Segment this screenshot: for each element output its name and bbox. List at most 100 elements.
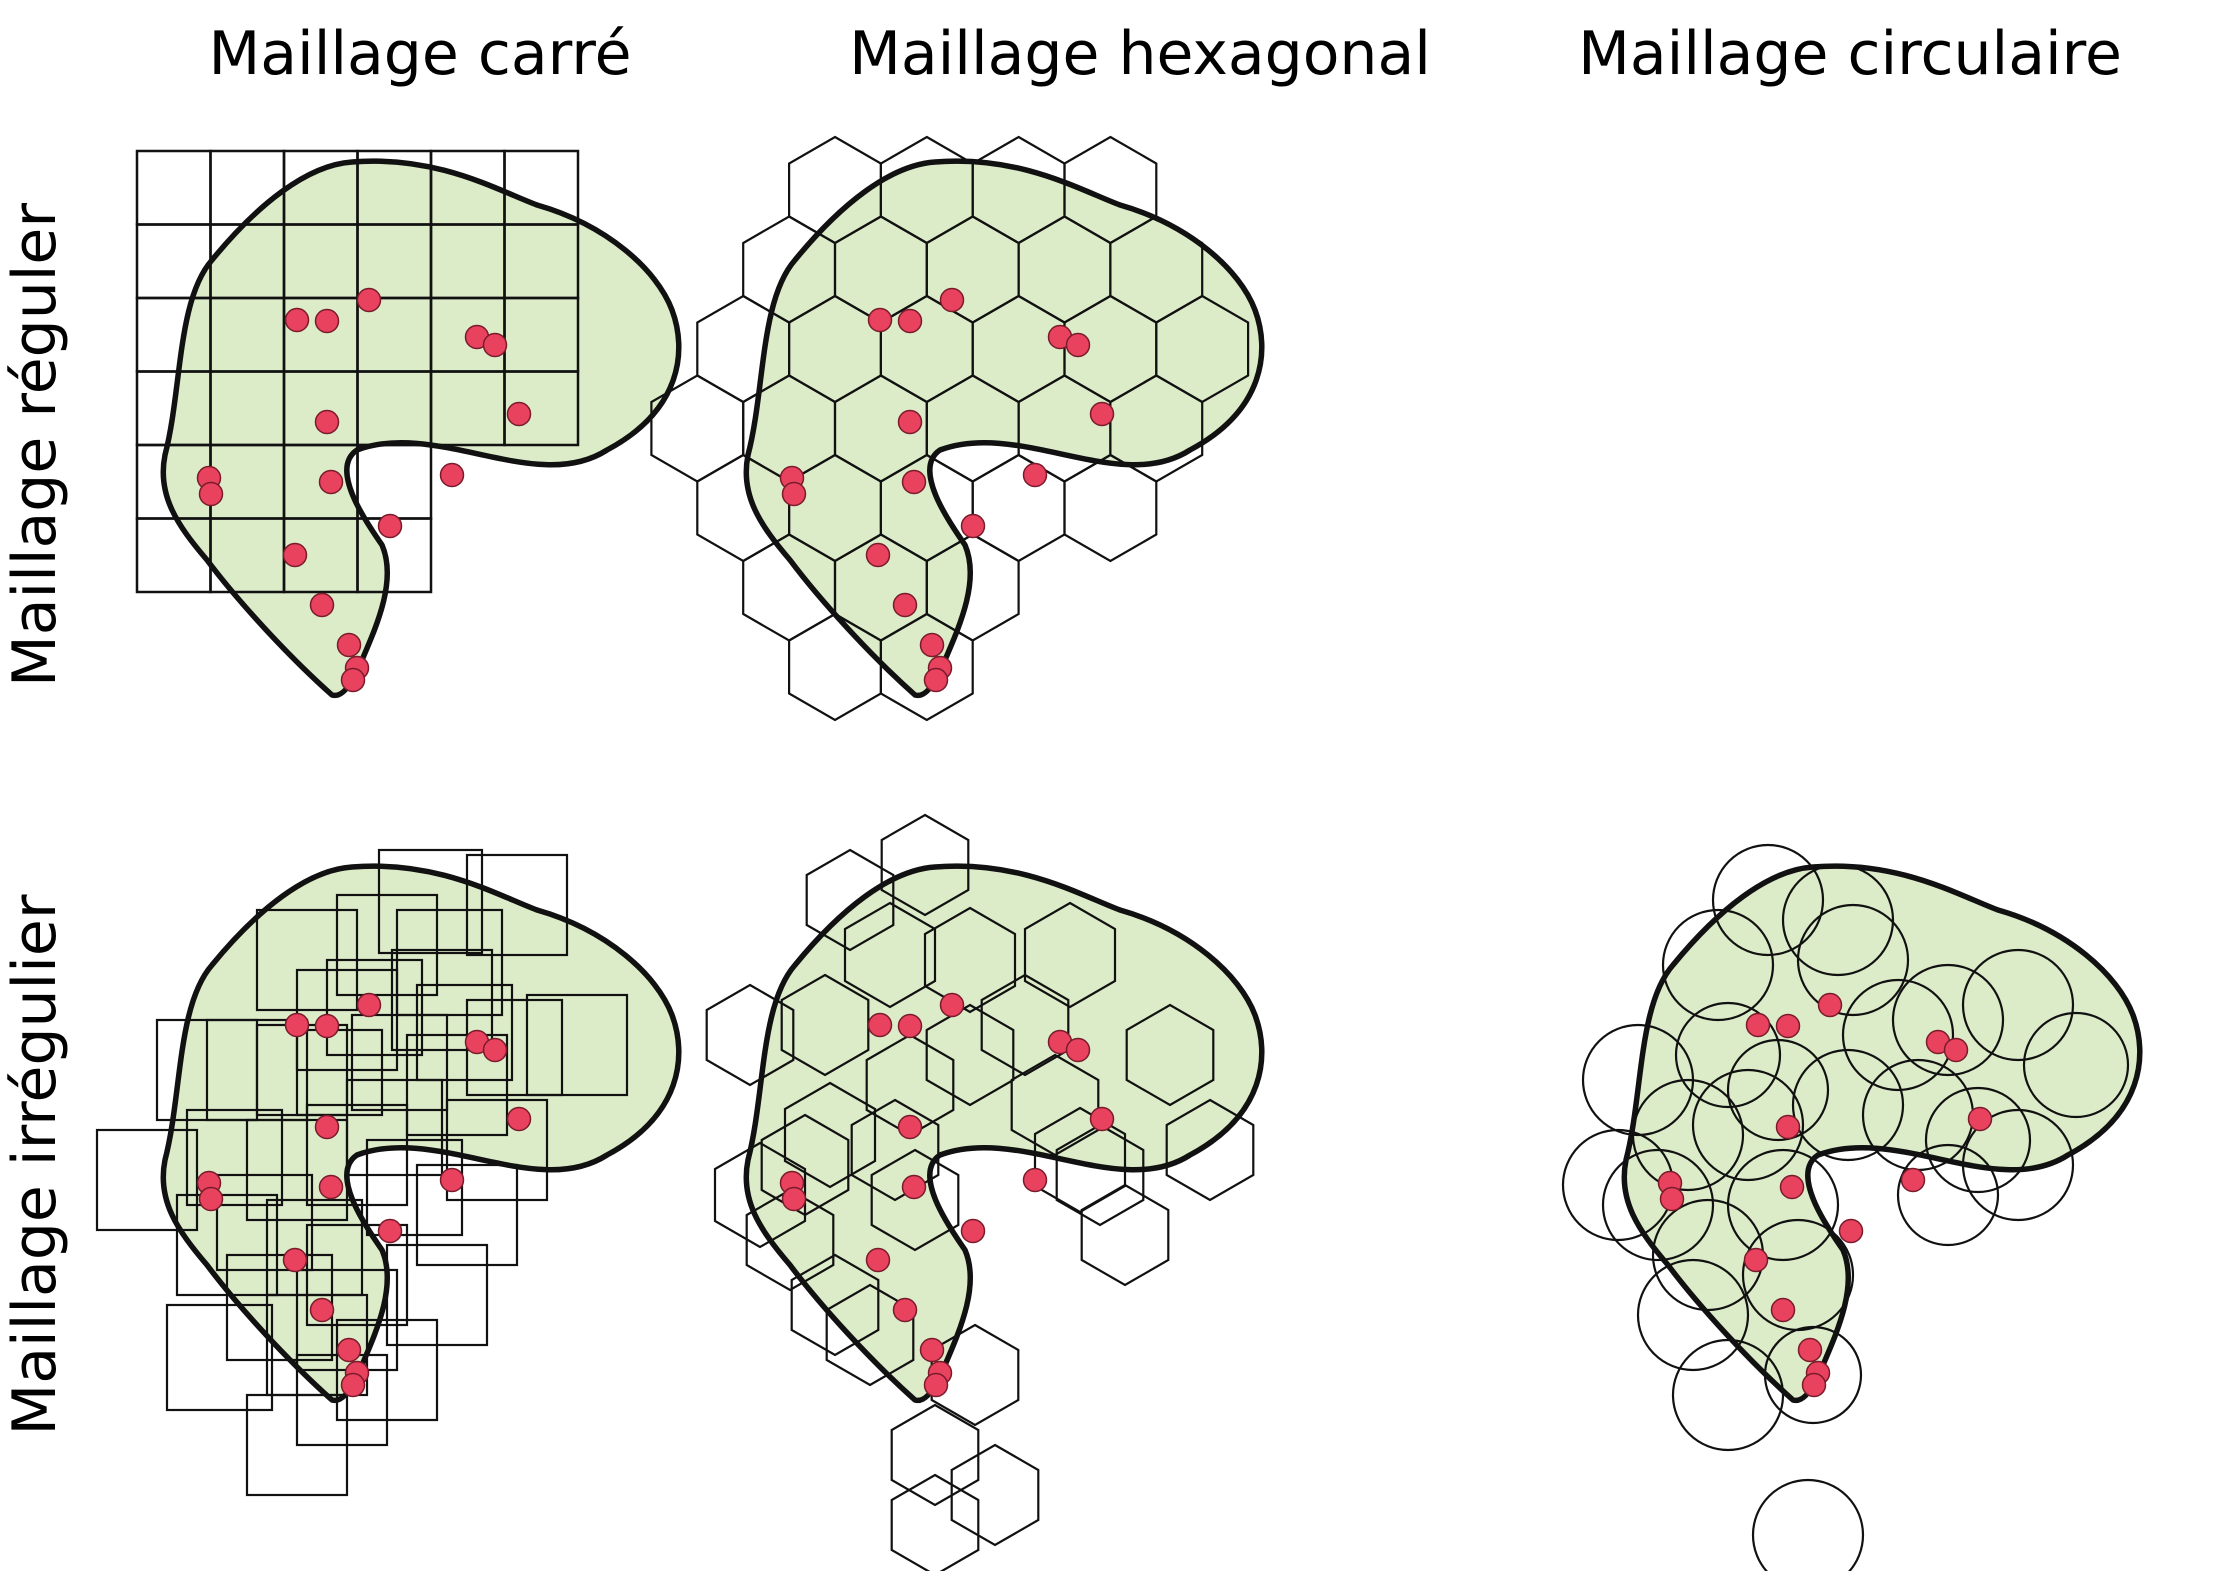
region-outline — [743, 158, 1265, 699]
grid-circle — [1671, 1338, 1785, 1452]
data-point — [1943, 1037, 1969, 1063]
grid-square — [415, 983, 514, 1082]
panel-irregular-hexagonal — [705, 813, 1265, 1571]
data-point — [282, 542, 308, 568]
data-point — [939, 992, 965, 1018]
data-point — [897, 308, 923, 334]
region-outline — [1621, 863, 2143, 1404]
data-point — [865, 542, 891, 568]
data-point — [1779, 1174, 1805, 1200]
grid-hexagon — [923, 906, 1017, 1014]
data-point — [482, 332, 508, 358]
grid-circle — [1961, 948, 2075, 1062]
column-label-circular: Maillage circulaire — [1578, 19, 2122, 89]
data-point — [482, 1037, 508, 1063]
grid-hexagon — [1125, 1003, 1215, 1107]
grid-square — [245, 1393, 349, 1497]
data-point — [318, 469, 344, 495]
data-point — [901, 1174, 927, 1200]
grid-circle — [1751, 1478, 1865, 1571]
data-point — [282, 1247, 308, 1273]
grid-hexagon — [1165, 1098, 1255, 1202]
grid-hexagon — [745, 1188, 835, 1292]
data-point — [340, 667, 366, 693]
data-point — [198, 481, 224, 507]
data-point — [781, 1186, 807, 1212]
data-point — [356, 287, 382, 313]
grid-square — [415, 1163, 519, 1267]
panel-irregular-square — [95, 848, 682, 1497]
data-point — [867, 307, 893, 333]
data-point — [939, 287, 965, 313]
grid-hexagon — [1055, 1123, 1145, 1227]
data-point — [314, 1013, 340, 1039]
data-point — [284, 1012, 310, 1038]
data-point — [356, 992, 382, 1018]
data-point — [309, 1297, 335, 1323]
data-point — [309, 592, 335, 618]
data-point — [314, 308, 340, 334]
data-point — [1745, 1012, 1771, 1038]
data-point — [336, 1337, 362, 1363]
grid-circle — [1924, 1086, 2032, 1194]
grid-hexagon — [870, 1148, 960, 1252]
grid-square — [185, 1108, 284, 1207]
grid-square — [305, 1223, 409, 1327]
data-point — [314, 1114, 340, 1140]
grid-circle — [1791, 1048, 1905, 1162]
grid-circle — [2022, 1011, 2130, 1119]
hexagon-grid — [650, 135, 1250, 722]
data-point — [1775, 1114, 1801, 1140]
square-grid — [135, 149, 580, 594]
grid-circle — [1601, 1148, 1715, 1262]
grid-hexagon — [805, 848, 895, 952]
data-point — [901, 469, 927, 495]
column-label-square: Maillage carré — [208, 19, 632, 89]
grid-square — [295, 1028, 384, 1117]
grid-square — [215, 1173, 314, 1272]
data-point — [1659, 1186, 1685, 1212]
grid-hexagon — [850, 1098, 940, 1202]
grid-square — [365, 1138, 464, 1237]
grid-square — [335, 893, 439, 997]
data-point — [923, 667, 949, 693]
grid-square — [525, 993, 629, 1097]
region-outline — [160, 158, 682, 699]
grid-square — [350, 1013, 449, 1112]
grid-hexagon — [980, 973, 1070, 1077]
grid-hexagon — [705, 983, 795, 1087]
grid-hexagon — [890, 1473, 980, 1571]
grid-hexagon — [925, 1003, 1015, 1107]
grid-circle — [1581, 1023, 1695, 1137]
grid-circle — [1726, 1148, 1840, 1262]
grid-circle — [1711, 843, 1825, 957]
panel-regular-square — [135, 149, 682, 699]
grid-hexagon — [971, 453, 1066, 563]
data-point — [1775, 1013, 1801, 1039]
data-point — [318, 1174, 344, 1200]
data-point — [1770, 1297, 1796, 1323]
region-fill — [746, 161, 1262, 696]
column-label-hexagonal: Maillage hexagonal — [849, 19, 1431, 89]
data-point — [897, 1114, 923, 1140]
grid-square — [377, 848, 484, 955]
data-point — [960, 513, 986, 539]
data-point — [781, 481, 807, 507]
irregular-circles — [1561, 843, 2130, 1571]
grid-square — [325, 958, 424, 1057]
data-point — [284, 307, 310, 333]
grid-hexagon — [890, 1403, 980, 1507]
data-point — [314, 409, 340, 435]
grid-square — [165, 1303, 274, 1412]
grid-hexagon — [1033, 1106, 1127, 1214]
grid-circle — [1636, 1258, 1750, 1372]
data-point — [198, 1186, 224, 1212]
region-fill — [746, 866, 1262, 1401]
data-point — [1065, 332, 1091, 358]
data-point — [1022, 462, 1048, 488]
data-point — [919, 1337, 945, 1363]
grid-hexagon — [790, 1253, 880, 1357]
grid-hexagon — [880, 813, 970, 917]
data-point — [439, 1167, 465, 1193]
